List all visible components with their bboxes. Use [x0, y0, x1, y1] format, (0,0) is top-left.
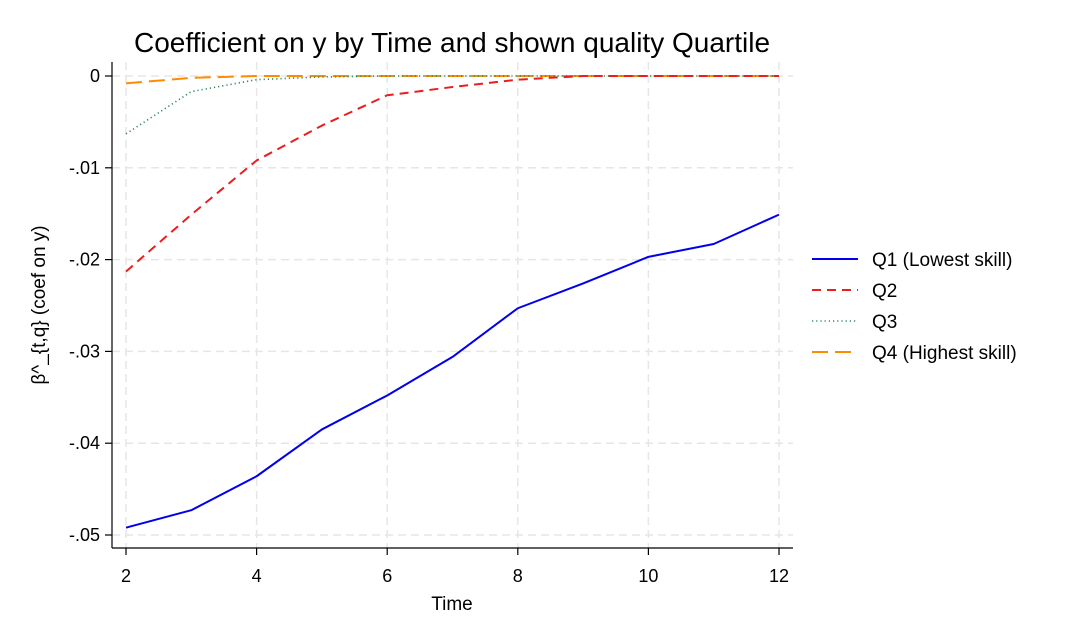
- x-tick-label: 6: [382, 566, 392, 586]
- chart-title: Coefficient on y by Time and shown quali…: [134, 27, 770, 58]
- legend-label: Q2: [872, 281, 897, 302]
- series-line-4: [125, 75, 779, 85]
- y-tick-label: 0: [90, 66, 100, 86]
- series-line-3: [125, 75, 779, 135]
- x-tick-label: 12: [769, 566, 789, 586]
- x-tick-label: 4: [252, 566, 262, 586]
- legend-label: Q4 (Highest skill): [872, 343, 1017, 364]
- y-tick-label: -.05: [69, 525, 100, 545]
- x-tick-label: 8: [513, 566, 523, 586]
- series-line-2: [125, 75, 779, 273]
- x-tick-label: 2: [121, 566, 131, 586]
- y-tick-label: -.01: [69, 158, 100, 178]
- axis-ticks: 2 4 6 8 10 12 0 -.01 -.02 -.03 -.04 -.05: [69, 66, 789, 586]
- y-tick-label: -.04: [69, 433, 100, 453]
- legend: Q1 (Lowest skill) Q2 Q3 Q4 (Highest skill): [812, 250, 1017, 364]
- y-axis-title: β^_{t,q} (coef on y): [29, 225, 50, 384]
- y-tick-label: -.02: [69, 250, 100, 270]
- x-axis-title: Time: [431, 594, 473, 615]
- x-tick-label: 10: [638, 566, 658, 586]
- grid: [112, 62, 793, 548]
- series-lines: [125, 75, 780, 529]
- y-tick-label: -.03: [69, 341, 100, 361]
- legend-label: Q1 (Lowest skill): [872, 250, 1012, 271]
- series-line-1: [125, 213, 780, 529]
- legend-label: Q3: [872, 312, 897, 333]
